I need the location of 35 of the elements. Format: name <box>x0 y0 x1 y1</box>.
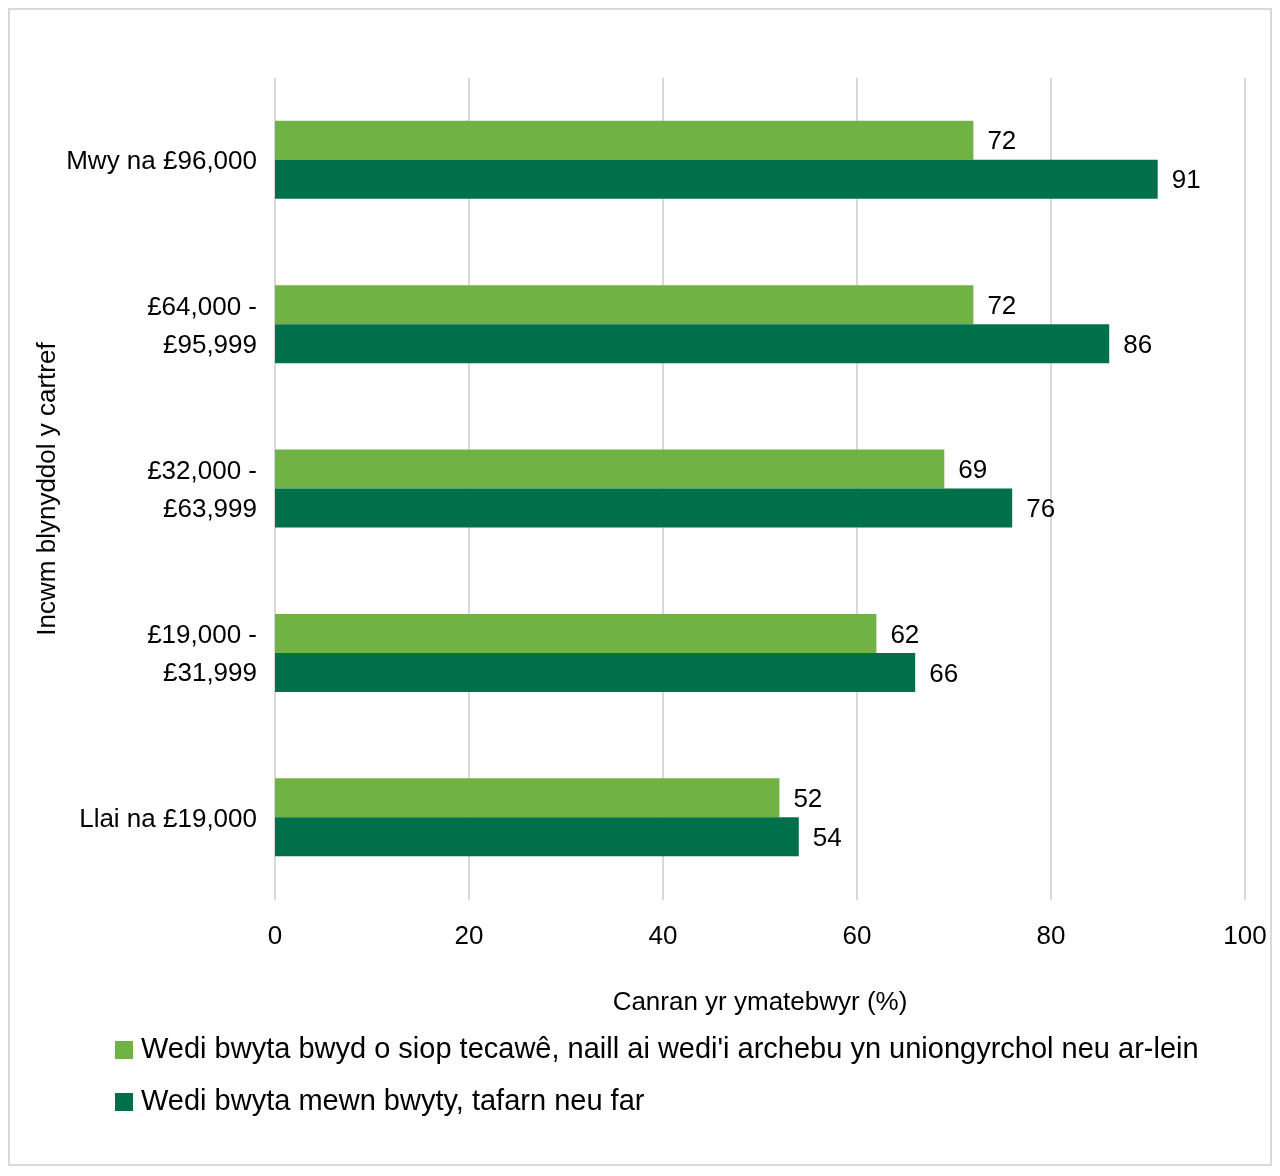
bar <box>275 159 1158 199</box>
data-label: 69 <box>958 454 988 485</box>
legend-label: Wedi bwyta mewn bwyty, tafarn neu far <box>141 1083 645 1118</box>
data-label: 91 <box>1171 164 1201 195</box>
bar <box>275 778 780 818</box>
bar <box>275 285 974 325</box>
bar <box>275 652 916 692</box>
bar <box>275 817 799 857</box>
data-label: 62 <box>890 618 920 649</box>
y-tick-label: £19,000 - £31,999 <box>147 619 257 688</box>
data-label: 54 <box>812 822 842 853</box>
x-tick-label: 0 <box>267 920 283 951</box>
data-label: 52 <box>793 783 823 814</box>
bar <box>275 488 1013 528</box>
x-tick-label: 60 <box>842 920 872 951</box>
x-tick-label: 80 <box>1036 920 1066 951</box>
y-tick-label: Llai na £19,000 <box>79 802 257 833</box>
legend-label: Wedi bwyta bwyd o siop tecawê, naill ai wedi'i archebu yn uniongyrchol neu ar-lein <box>141 1031 1199 1066</box>
data-label: 72 <box>987 125 1017 156</box>
bar <box>275 324 1110 364</box>
x-tick-label: 20 <box>454 920 484 951</box>
y-tick-label: £64,000 - £95,999 <box>147 290 257 359</box>
bar <box>275 613 877 653</box>
data-label: 86 <box>1123 328 1153 359</box>
y-tick-label: £32,000 - £63,999 <box>147 455 257 523</box>
x-tick-label: 100 <box>1223 920 1267 951</box>
data-label: 66 <box>929 657 959 688</box>
data-label: 72 <box>987 289 1017 320</box>
data-label: 76 <box>1026 493 1056 524</box>
x-tick-label: 40 <box>648 920 678 951</box>
bar <box>275 120 974 160</box>
y-tick-label: Mwy na £96,000 <box>66 145 257 176</box>
bar <box>275 449 945 489</box>
x-axis-title: Canran yr ymatebwyr (%) <box>612 986 908 1016</box>
y-axis-title: Incwm blynyddol y cartref <box>31 341 61 636</box>
